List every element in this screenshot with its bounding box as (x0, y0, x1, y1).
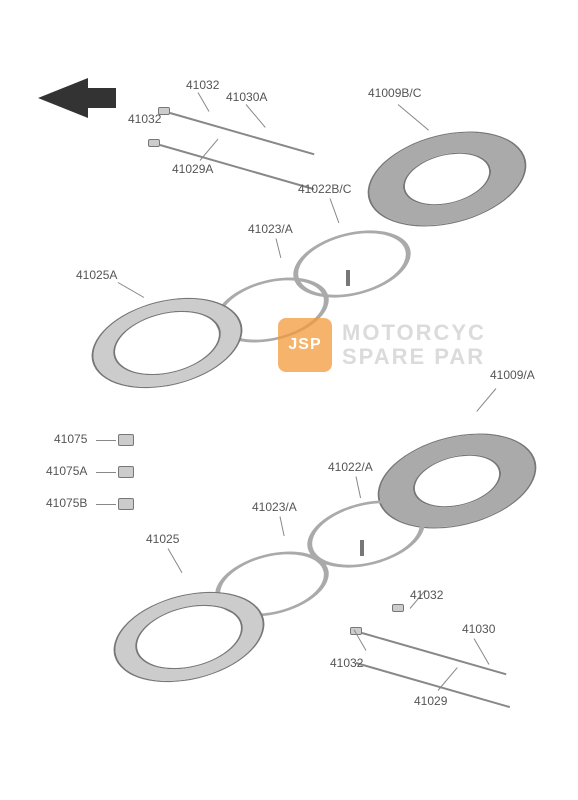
label-41029: 41029 (414, 694, 447, 708)
watermark-text: MOTORCYC SPARE PAR (342, 321, 486, 369)
lead-41030A (246, 104, 266, 128)
label-41022BC: 41022B/C (298, 182, 351, 196)
orientation-arrow-head (38, 78, 88, 118)
label-41032-b: 41032 (410, 588, 443, 602)
spoke-inner-upper (170, 112, 315, 155)
label-41023A-2: 41023/A (252, 500, 297, 514)
lead-41009A (476, 388, 496, 412)
spoke-inner-lower (362, 632, 507, 675)
tube-lower-valve (360, 540, 364, 556)
lead-41022BC (330, 198, 340, 223)
label-41029A: 41029A (172, 162, 213, 176)
label-41023A-1: 41023/A (248, 222, 293, 236)
lead-41032-a (198, 92, 210, 112)
lead-41023A-1 (276, 238, 282, 258)
label-41032-c: 41032 (330, 656, 363, 670)
lead-41025 (168, 548, 183, 573)
watermark-line1: MOTORCYC (342, 321, 486, 345)
spoke-nipple-lower-2 (392, 604, 404, 612)
watermark-logo: JSP (278, 318, 332, 372)
watermark-line2: SPARE PAR (342, 345, 486, 369)
orientation-arrow-tail (86, 88, 116, 108)
label-41032-d: 41032 (128, 112, 161, 126)
weight-41075A (118, 466, 134, 478)
lead-41023A-2 (280, 516, 285, 536)
diagram-canvas: 41032 41030A 41009B/C 41032 41029A 41022… (0, 0, 578, 800)
label-41075A: 41075A (46, 464, 87, 478)
label-41025A: 41025A (76, 268, 117, 282)
watermark: JSP MOTORCYC SPARE PAR (278, 318, 486, 372)
label-41009A: 41009/A (490, 368, 535, 382)
weight-41075B (118, 498, 134, 510)
lead-41075 (96, 440, 116, 441)
label-41030A: 41030A (226, 90, 267, 104)
lead-41075B (96, 504, 116, 505)
label-41075B: 41075B (46, 496, 87, 510)
label-41075: 41075 (54, 432, 87, 446)
lead-41075A (96, 472, 116, 473)
label-41030: 41030 (462, 622, 495, 636)
label-41032-a: 41032 (186, 78, 219, 92)
lead-41025A (118, 282, 144, 298)
lead-41009BC (398, 104, 429, 130)
weight-41075 (118, 434, 134, 446)
tire-upper (360, 118, 534, 241)
label-41025: 41025 (146, 532, 179, 546)
tube-upper-valve (346, 270, 350, 286)
lead-41030 (474, 638, 490, 664)
label-41009BC: 41009B/C (368, 86, 421, 100)
label-41022A: 41022/A (328, 460, 373, 474)
lead-41022A (356, 476, 362, 498)
spoke-nipple-upper-2 (148, 139, 160, 147)
